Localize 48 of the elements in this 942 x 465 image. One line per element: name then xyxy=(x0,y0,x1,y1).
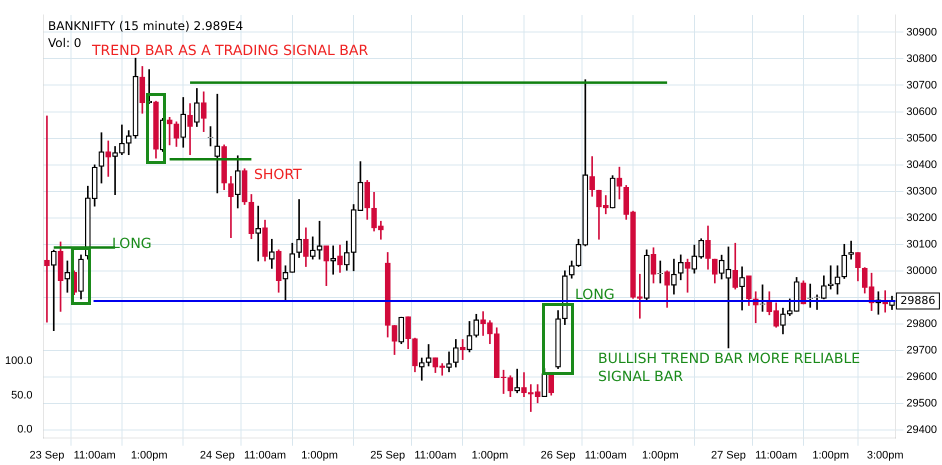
x-tick-label: 11:00am xyxy=(584,449,627,462)
y-tick-label: 30200 xyxy=(906,212,938,224)
x-tick-label: 1:00pm xyxy=(301,449,338,462)
y2-tick-label: 0.0 xyxy=(17,424,33,436)
y-tick-label: 30700 xyxy=(906,79,938,92)
y-tick-label: 30000 xyxy=(906,264,938,277)
x-tick-label: 3:00pm xyxy=(866,449,904,462)
candlestick xyxy=(187,103,193,156)
y-tick-label: 29400 xyxy=(906,424,938,436)
x-tick-label: 26 Sep xyxy=(540,449,576,462)
annotation: BULLISH TREND BAR MORE RELIABLE SIGNAL BAR xyxy=(598,351,860,385)
x-tick-label: 11:00am xyxy=(244,449,286,462)
y-tick-label: 30100 xyxy=(906,238,938,250)
x-tick-label: 1:00pm xyxy=(642,449,679,462)
x-tick-label: 27 Sep xyxy=(711,449,746,462)
annotation: LONG xyxy=(112,236,152,252)
candlestick xyxy=(228,176,234,238)
y2-tick-label: 100.0 xyxy=(4,355,33,368)
y-tick-label: 30800 xyxy=(906,52,938,65)
y-tick-label: 30400 xyxy=(906,158,938,171)
x-tick-label: 11:00am xyxy=(755,449,798,462)
candlestick xyxy=(44,116,50,323)
y-tick-label: 30300 xyxy=(906,185,938,198)
y-tick-label: 30600 xyxy=(906,106,938,118)
x-tick-label: 1:00pm xyxy=(472,449,508,462)
x-tick-label: 1:00pm xyxy=(130,449,168,462)
annotation: Vol: 0 xyxy=(48,36,82,50)
y-tick-label: 29500 xyxy=(906,397,938,410)
x-tick-label: 11:00am xyxy=(414,449,456,462)
y-tick-label: 29800 xyxy=(906,318,938,330)
candlestick xyxy=(684,258,690,293)
y-tick-label: 30900 xyxy=(906,26,938,38)
annotation: SHORT xyxy=(254,167,302,183)
annotation: LONG xyxy=(575,287,615,303)
x-tick-label: 23 Sep xyxy=(29,449,64,462)
x-tick-label: 11:00am xyxy=(74,449,116,462)
x-tick-label: 1:00pm xyxy=(812,449,850,462)
annotation: TREND BAR AS A TRADING SIGNAL BAR xyxy=(91,43,368,59)
candlestick xyxy=(726,246,732,348)
y-tick-label: 29700 xyxy=(906,344,938,356)
y-tick-label: 30500 xyxy=(906,132,938,144)
candlestick xyxy=(426,344,432,366)
chart-title: BANKNIFTY (15 minute) 2.989E4 xyxy=(48,19,244,33)
x-tick-label: 24 Sep xyxy=(200,449,235,462)
x-tick-label: 25 Sep xyxy=(370,449,406,462)
y2-tick-label: 50.0 xyxy=(11,389,33,402)
ref-line-label: 29886 xyxy=(900,294,936,307)
y-tick-label: 29600 xyxy=(906,370,938,383)
